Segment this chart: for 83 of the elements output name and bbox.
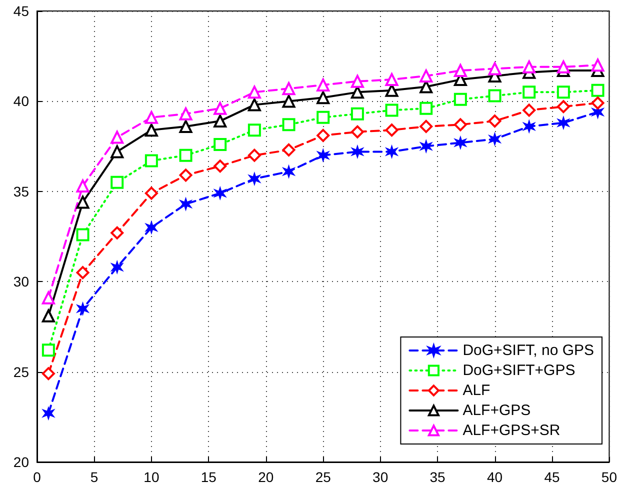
point — [350, 125, 364, 138]
point — [350, 86, 364, 99]
point — [42, 309, 55, 322]
x-tick-label: 10 — [144, 469, 160, 485]
point — [282, 82, 296, 96]
point — [282, 118, 296, 132]
point — [488, 62, 502, 76]
point — [282, 94, 296, 108]
point — [556, 86, 570, 99]
point — [556, 60, 570, 74]
point — [179, 107, 192, 120]
x-tick-label: 45 — [544, 469, 560, 485]
point — [214, 102, 227, 115]
point — [76, 228, 90, 242]
point — [144, 124, 158, 137]
point — [179, 148, 192, 162]
legend-label: ALF — [462, 382, 490, 399]
point — [316, 78, 330, 92]
y-tick-label: 35 — [13, 183, 30, 200]
x-tick-label: 0 — [33, 469, 42, 485]
legend-label: ALF+GPS+SR — [462, 422, 560, 439]
point — [76, 266, 90, 280]
x-tick-label: 5 — [90, 469, 98, 485]
y-tick-label: 25 — [13, 364, 30, 380]
x-tick-label: 30 — [372, 469, 388, 485]
y-tick-label: 20 — [13, 454, 30, 470]
point — [454, 118, 467, 132]
point — [248, 124, 261, 137]
point — [522, 104, 536, 117]
point — [454, 64, 467, 78]
legend-label: DoG+SIFT, no GPS — [462, 342, 594, 359]
point — [248, 86, 261, 99]
point — [488, 114, 502, 128]
point — [110, 145, 124, 158]
point — [42, 344, 55, 357]
point — [110, 176, 124, 189]
x-tick-label: 40 — [486, 469, 503, 485]
point — [144, 186, 158, 200]
point — [591, 84, 604, 97]
point — [248, 148, 261, 162]
point — [420, 102, 433, 115]
point — [110, 130, 124, 144]
point — [556, 100, 570, 114]
point — [144, 154, 158, 168]
x-tick-label: 35 — [430, 469, 446, 485]
point — [110, 226, 124, 240]
point — [42, 367, 55, 380]
point — [385, 124, 398, 137]
legend-label: ALF+GPS — [462, 402, 531, 419]
point — [522, 86, 536, 99]
point — [591, 58, 604, 72]
point — [420, 120, 433, 133]
point — [488, 89, 502, 102]
point — [350, 107, 364, 120]
point — [420, 69, 433, 82]
x-tick-label: 50 — [601, 469, 618, 485]
y-tick-label: 45 — [13, 3, 30, 19]
point — [316, 110, 330, 124]
x-tick-label: 20 — [258, 469, 274, 485]
point — [144, 110, 158, 124]
point — [179, 120, 192, 133]
point — [591, 96, 604, 110]
point — [385, 104, 398, 117]
point — [385, 73, 398, 86]
point — [454, 92, 467, 106]
y-tick-label: 30 — [13, 274, 30, 290]
point — [522, 60, 536, 74]
point — [76, 196, 90, 209]
point — [316, 128, 330, 142]
point — [214, 114, 227, 128]
point — [350, 74, 364, 88]
point — [42, 291, 55, 304]
y-tick-label: 40 — [13, 93, 30, 110]
point — [282, 143, 296, 156]
point — [214, 160, 227, 173]
point — [179, 168, 192, 182]
point — [214, 138, 227, 151]
legend-label: DoG+SIFT+GPS — [462, 362, 576, 379]
x-tick-label: 15 — [200, 469, 217, 485]
point — [248, 98, 261, 112]
x-tick-label: 25 — [315, 469, 332, 485]
point — [316, 91, 330, 104]
point — [76, 179, 90, 192]
